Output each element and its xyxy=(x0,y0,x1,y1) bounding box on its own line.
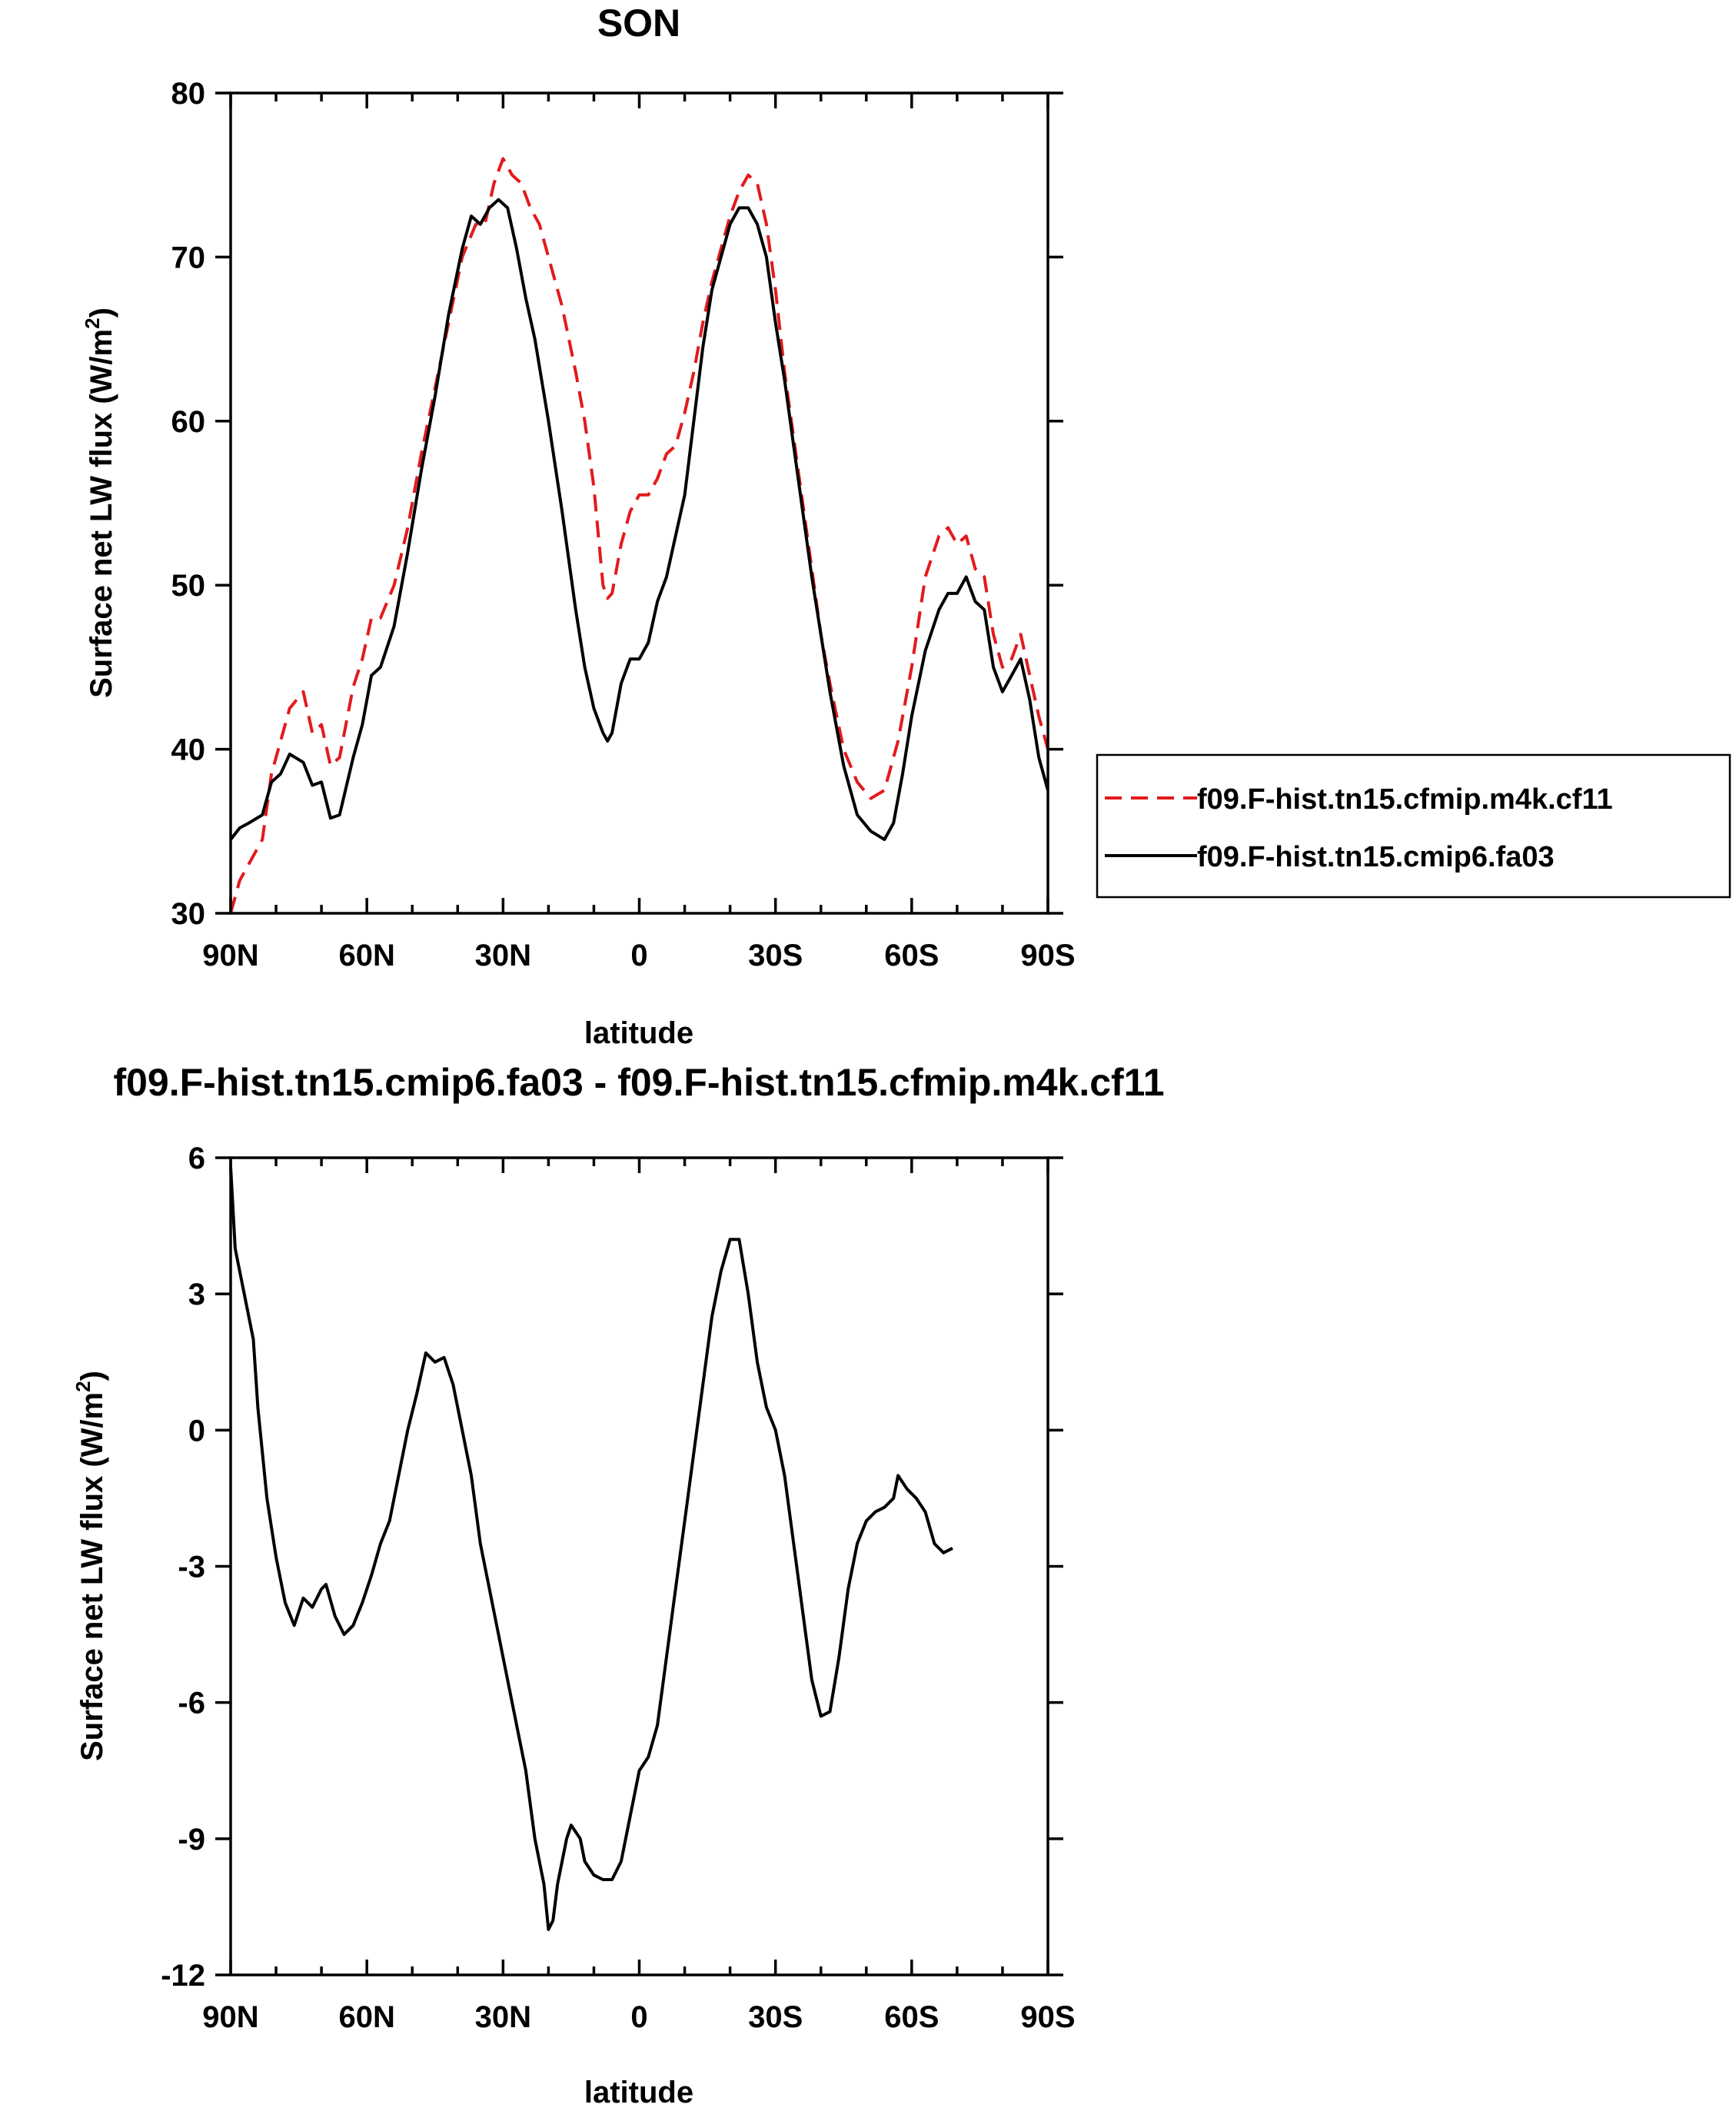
x-tick-label: 60N xyxy=(338,2000,394,2034)
bottom-chart-x-tick-labels: 90N 60N 30N 0 30S 60S 90S xyxy=(202,2000,1075,2034)
legend-box xyxy=(1096,753,1731,899)
y-tick-label: -6 xyxy=(178,1687,205,1720)
y-tick-label: 50 xyxy=(171,569,206,603)
bottom-chart-ticks xyxy=(215,1156,1063,1976)
bottom-chart-y-axis-label: Surface net LW flux (W/m2) xyxy=(72,1371,109,1761)
x-tick-label: 90S xyxy=(1020,939,1075,972)
bottom-chart-x-axis-label: latitude xyxy=(584,2076,693,2109)
bottom-chart-y-tick-labels: -12 -9 -6 -3 0 3 6 xyxy=(161,1142,205,1993)
y-tick-label: 6 xyxy=(188,1142,205,1175)
bottom-ylabel-superscript: 2 xyxy=(72,1381,95,1391)
top-chart-x-tick-labels: 90N 60N 30N 0 30S 60S 90S xyxy=(202,939,1075,972)
legend-label-series-2: f09.F-hist.tn15.cmip6.fa03 xyxy=(1197,841,1555,873)
x-tick-label: 90N xyxy=(202,939,258,972)
y-tick-label: 30 xyxy=(171,897,206,931)
legend-label-series-1: f09.F-hist.tn15.cfmip.m4k.cf11 xyxy=(1197,783,1613,816)
bottom-ylabel-close: ) xyxy=(75,1371,109,1381)
series-line-2 xyxy=(229,198,1049,841)
top-chart-y-axis-label: Surface net LW flux (W/m2) xyxy=(81,308,118,698)
bottom-chart-frame xyxy=(229,1156,1049,1976)
top-chart-x-axis-label: latitude xyxy=(584,1016,693,1050)
bottom-ylabel-main: Surface net LW flux (W/m xyxy=(75,1392,109,1761)
y-tick-label: 80 xyxy=(171,77,206,111)
y-tick-label: -9 xyxy=(178,1823,205,1857)
top-chart-legend: f09.F-hist.tn15.cfmip.m4k.cf11 f09.F-his… xyxy=(1096,753,1731,899)
top-chart-ticks xyxy=(215,91,1063,915)
y-tick-label: -12 xyxy=(161,1959,205,1993)
y-tick-label: 70 xyxy=(171,241,206,274)
y-tick-label: 3 xyxy=(188,1278,205,1311)
x-tick-label: 30N xyxy=(475,939,531,972)
x-tick-label: 90S xyxy=(1020,2000,1075,2034)
x-tick-label: 60S xyxy=(884,2000,939,2034)
x-tick-label: 60S xyxy=(884,939,939,972)
top-ylabel-superscript: 2 xyxy=(81,317,104,328)
top-ylabel-main: Surface net LW flux (W/m xyxy=(85,329,118,698)
series-line-1 xyxy=(229,157,1049,914)
x-tick-label: 30S xyxy=(748,2000,803,2034)
top-chart: SON 90N 60N 30N 0 30S 60S 90S 30 40 50 60 70 80 lat… xyxy=(81,2,1731,1050)
y-tick-label: 40 xyxy=(171,733,206,767)
x-tick-label: 60N xyxy=(338,939,394,972)
y-tick-label: 0 xyxy=(188,1414,205,1448)
top-chart-series xyxy=(229,157,1049,914)
bottom-chart-title: f09.F-hist.tn15.cmip6.fa03 - f09.F-hist.… xyxy=(113,1061,1164,1104)
x-tick-label: 30N xyxy=(475,2000,531,2034)
x-tick-label: 90N xyxy=(202,2000,258,2034)
series-line-1 xyxy=(229,1166,953,1931)
x-tick-label: 0 xyxy=(630,2000,647,2034)
bottom-chart: f09.F-hist.tn15.cmip6.fa03 - f09.F-hist.… xyxy=(72,1061,1165,2109)
y-tick-label: -3 xyxy=(178,1551,205,1584)
top-ylabel-close: ) xyxy=(85,308,118,317)
x-tick-label: 0 xyxy=(630,939,647,972)
top-chart-y-tick-labels: 30 40 50 60 70 80 xyxy=(171,77,206,931)
bottom-chart-series xyxy=(229,1166,953,1931)
x-tick-label: 30S xyxy=(748,939,803,972)
top-chart-title: SON xyxy=(597,2,680,45)
y-tick-label: 60 xyxy=(171,405,206,439)
top-chart-frame xyxy=(229,91,1049,915)
